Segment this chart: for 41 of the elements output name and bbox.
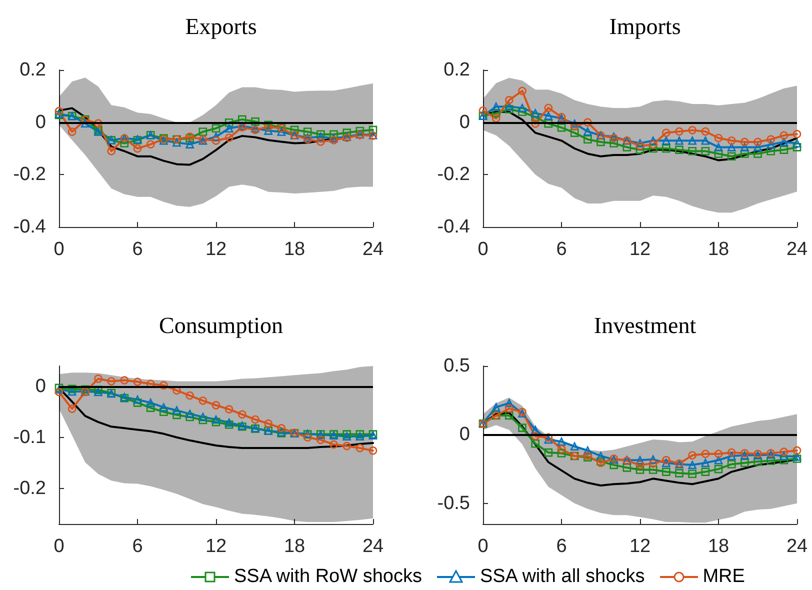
x-tick-label: 18 [708, 536, 730, 557]
x-tick-label: 24 [362, 536, 384, 557]
x-tick-label: 18 [708, 239, 730, 260]
y-tick-label: 0 [35, 112, 46, 133]
y-tick-label: -0.2 [437, 164, 470, 186]
chart-title: Exports [185, 14, 257, 39]
x-tick-label: 12 [629, 239, 651, 260]
x-tick-label: 0 [54, 239, 64, 260]
x-tick-label: 6 [132, 239, 143, 260]
y-tick-label: -0.4 [437, 216, 470, 238]
chart-title: Consumption [159, 313, 284, 338]
x-tick-label: 18 [284, 536, 306, 557]
y-tick-label: 0 [459, 112, 470, 133]
legend-label: MRE [702, 566, 745, 588]
x-tick-label: 6 [556, 239, 567, 260]
y-tick-label: 0 [35, 376, 46, 397]
y-tick-label: 0.2 [444, 60, 470, 80]
x-tick-label: 6 [132, 536, 143, 557]
chart-title: Imports [609, 14, 681, 39]
y-tick-label: 0.2 [20, 60, 46, 80]
y-tick-label: -0.2 [13, 478, 46, 499]
x-tick-label: 18 [284, 239, 306, 260]
x-tick-label: 24 [786, 239, 808, 260]
y-tick-label: 0.5 [444, 356, 470, 376]
y-tick-label: -0.1 [13, 426, 46, 448]
x-tick-label: 12 [205, 239, 227, 260]
legend-label: SSA with all shocks [480, 566, 645, 588]
y-tick-label: -0.5 [437, 492, 470, 514]
x-tick-label: 6 [556, 536, 567, 557]
x-tick-label: 24 [362, 239, 384, 260]
y-tick-label: 0 [459, 424, 470, 446]
legend-label: SSA with RoW shocks [234, 566, 422, 588]
y-tick-label: -0.4 [13, 216, 46, 238]
x-tick-label: 0 [478, 536, 488, 557]
x-tick-label: 24 [786, 536, 808, 557]
x-tick-label: 12 [205, 536, 227, 557]
y-tick-label: -0.2 [13, 164, 46, 186]
x-tick-label: 0 [54, 536, 64, 557]
x-tick-label: 12 [629, 536, 651, 557]
chart-title: Investment [594, 313, 697, 338]
x-tick-label: 0 [478, 239, 488, 260]
